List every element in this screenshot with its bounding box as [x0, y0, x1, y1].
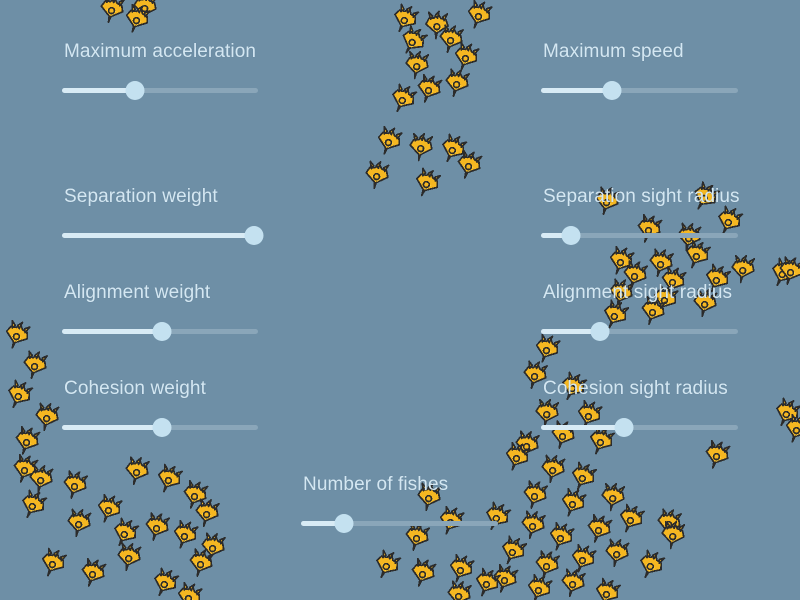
slider-alignment-sight-radius[interactable]: [541, 321, 738, 341]
slider-handle-alignment-weight[interactable]: [152, 322, 172, 341]
control-number-of-fishes: Number of fishes: [301, 475, 498, 533]
slider-track[interactable]: [541, 329, 738, 334]
slider-track[interactable]: [62, 88, 258, 93]
label-max-acceleration: Maximum acceleration: [64, 41, 257, 62]
slider-fill: [62, 329, 162, 334]
slider-fill: [541, 425, 624, 430]
slider-fill: [541, 329, 601, 334]
slider-separation-sight-radius[interactable]: [541, 225, 738, 245]
slider-handle-separation-weight[interactable]: [244, 226, 264, 245]
control-alignment-weight: Alignment weight: [62, 283, 258, 341]
slider-fill: [62, 233, 255, 238]
control-cohesion-sight-radius: Cohesion sight radius: [541, 379, 738, 437]
slider-separation-weight[interactable]: [62, 225, 264, 245]
slider-cohesion-weight[interactable]: [62, 417, 258, 437]
slider-fill: [62, 88, 135, 93]
slider-handle-alignment-sight-radius[interactable]: [590, 322, 610, 341]
slider-track[interactable]: [541, 425, 738, 430]
control-max-speed: Maximum speed: [541, 42, 738, 100]
control-alignment-sight-radius: Alignment sight radius: [541, 283, 738, 341]
slider-max-acceleration[interactable]: [62, 80, 258, 100]
label-cohesion-sight-radius: Cohesion sight radius: [543, 378, 728, 399]
slider-handle-max-acceleration[interactable]: [125, 81, 145, 100]
label-alignment-sight-radius: Alignment sight radius: [543, 282, 733, 303]
control-separation-sight-radius: Separation sight radius: [541, 186, 740, 245]
slider-number-of-fishes[interactable]: [301, 513, 498, 533]
label-separation-sight-radius: Separation sight radius: [543, 186, 740, 207]
label-separation-weight: Separation weight: [64, 186, 218, 207]
control-max-acceleration: Maximum acceleration: [62, 42, 258, 100]
slider-handle-cohesion-weight[interactable]: [152, 418, 172, 437]
slider-alignment-weight[interactable]: [62, 321, 258, 341]
label-cohesion-weight: Cohesion weight: [64, 378, 206, 399]
slider-fill: [62, 425, 162, 430]
slider-fill: [541, 88, 612, 93]
slider-track[interactable]: [541, 88, 738, 93]
slider-fill: [541, 233, 571, 238]
label-number-of-fishes: Number of fishes: [303, 474, 449, 495]
control-separation-weight: Separation weight: [62, 186, 264, 245]
label-max-speed: Maximum speed: [543, 41, 684, 62]
slider-max-speed[interactable]: [541, 80, 738, 100]
slider-cohesion-sight-radius[interactable]: [541, 417, 738, 437]
label-alignment-weight: Alignment weight: [64, 282, 211, 303]
slider-handle-separation-sight-radius[interactable]: [561, 226, 581, 245]
slider-handle-max-speed[interactable]: [602, 81, 622, 100]
slider-handle-cohesion-sight-radius[interactable]: [614, 418, 634, 437]
control-cohesion-weight: Cohesion weight: [62, 379, 258, 437]
slider-fill: [301, 521, 345, 526]
slider-track[interactable]: [541, 233, 738, 238]
slider-handle-number-of-fishes[interactable]: [334, 514, 354, 533]
slider-track[interactable]: [301, 521, 498, 526]
